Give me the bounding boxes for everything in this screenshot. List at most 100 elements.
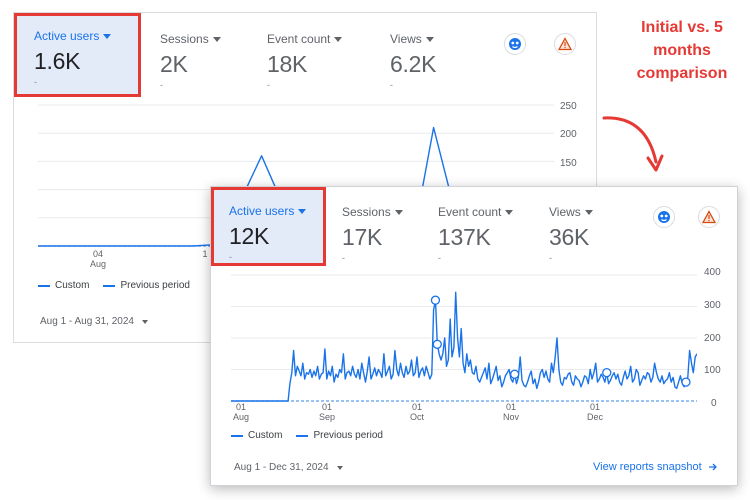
- metric-value: 12K: [229, 223, 270, 249]
- legend-swatch-solid: [38, 284, 50, 287]
- x-tick-day: 01: [235, 402, 246, 412]
- active-users-line-chart: [231, 274, 697, 402]
- chevron-down-icon: [425, 36, 434, 42]
- date-range-label: Aug 1 - Aug 31, 2024: [40, 316, 134, 327]
- anomaly-marker: [602, 368, 612, 378]
- anomaly-marker: [432, 339, 442, 349]
- legend-label: Previous period: [120, 280, 190, 291]
- warning-icon: [558, 37, 572, 51]
- metric-label: Event count: [438, 205, 502, 219]
- chevron-down-icon: [141, 319, 148, 324]
- legend-swatch-dashed: [296, 434, 309, 437]
- metric-value: 137K: [438, 224, 491, 250]
- metric-delta: -: [160, 80, 163, 90]
- y-tick-label: 200: [704, 333, 721, 344]
- x-tick-label: 01 Dec: [585, 402, 605, 422]
- legend-swatch-solid: [231, 434, 243, 437]
- chart-legend: Custom Previous period: [231, 430, 383, 441]
- anomaly-marker: [510, 369, 520, 379]
- x-tick-month: Sep: [318, 412, 335, 422]
- x-tick-month: Aug: [89, 259, 106, 269]
- date-range-label: Aug 1 - Dec 31, 2024: [234, 462, 329, 473]
- chevron-down-icon: [103, 33, 112, 39]
- y-tick-label: 300: [704, 300, 721, 311]
- metric-value: 2K: [160, 51, 188, 77]
- date-range-selector[interactable]: Aug 1 - Aug 31, 2024: [40, 316, 148, 327]
- arrow-right-icon: [708, 463, 717, 471]
- metric-event-count[interactable]: Event count 18K -: [267, 32, 343, 90]
- x-tick-day: 01: [505, 402, 516, 412]
- anomaly-marker: [681, 377, 691, 387]
- legend-item-previous: Previous period: [296, 430, 383, 441]
- insights-icon: [658, 211, 670, 223]
- x-tick-month: Aug: [232, 412, 249, 422]
- x-tick-day: 04: [92, 249, 103, 259]
- chevron-down-icon: [505, 209, 514, 215]
- metric-label: Active users: [34, 29, 100, 43]
- metric-delta: -: [549, 253, 552, 263]
- metric-value: 18K: [267, 51, 308, 77]
- annotation-arrow: [602, 116, 664, 172]
- warning-icon: [702, 210, 716, 224]
- metric-sessions[interactable]: Sessions 2K -: [160, 32, 221, 90]
- metric-value: 36K: [549, 224, 590, 250]
- metric-delta: -: [34, 77, 37, 87]
- legend-label: Previous period: [313, 430, 383, 441]
- chevron-down-icon: [584, 209, 593, 215]
- metric-label: Event count: [267, 32, 331, 46]
- metric-active-users[interactable]: Active users 1.6K -: [14, 13, 141, 97]
- metric-delta: -: [267, 80, 270, 90]
- x-tick-label: 04 Aug: [84, 249, 112, 269]
- data-quality-button[interactable]: [698, 206, 720, 228]
- metric-active-users[interactable]: Active users 12K -: [211, 187, 326, 266]
- view-reports-snapshot-link[interactable]: View reports snapshot: [593, 461, 718, 473]
- chevron-down-icon: [334, 36, 343, 42]
- insights-button[interactable]: [504, 33, 526, 55]
- x-tick-month: Oct: [409, 412, 424, 422]
- series-line-custom: [231, 291, 697, 402]
- chevron-down-icon: [212, 36, 221, 42]
- x-tick-label: 01 Aug: [231, 402, 251, 422]
- current-report-card: Active users 12K - Sessions 17K - Event …: [210, 186, 738, 486]
- x-tick-day: 1: [202, 249, 208, 259]
- metric-label: Views: [549, 205, 581, 219]
- metric-label: Active users: [229, 204, 295, 218]
- metric-delta: -: [342, 253, 345, 263]
- metric-views[interactable]: Views 6.2K -: [390, 32, 437, 90]
- x-tick-label: 1: [200, 249, 210, 259]
- chevron-down-icon: [394, 209, 403, 215]
- metric-value: 17K: [342, 224, 383, 250]
- x-tick-label: 01 Nov: [501, 402, 521, 422]
- insights-button[interactable]: [653, 206, 675, 228]
- metric-views[interactable]: Views 36K -: [549, 205, 593, 263]
- chevron-down-icon: [336, 465, 343, 470]
- metric-label: Sessions: [342, 205, 391, 219]
- y-tick-label: 400: [704, 267, 721, 278]
- y-tick-label: 200: [560, 129, 577, 140]
- x-tick-month: Nov: [502, 412, 519, 422]
- x-tick-day: 01: [589, 402, 600, 412]
- chart-legend: Custom Previous period: [38, 280, 190, 291]
- insights-icon: [509, 38, 521, 50]
- y-tick-label: 100: [704, 365, 721, 376]
- legend-item-current: Custom: [231, 430, 282, 441]
- metric-value: 6.2K: [390, 51, 437, 77]
- legend-swatch-dashed: [103, 284, 116, 287]
- anomaly-marker: [430, 295, 441, 305]
- metric-value: 1.6K: [34, 48, 81, 74]
- data-quality-button[interactable]: [554, 33, 576, 55]
- x-tick-day: 01: [321, 402, 332, 412]
- x-tick-day: 01: [411, 402, 422, 412]
- metric-event-count[interactable]: Event count 137K -: [438, 205, 514, 263]
- legend-label: Custom: [248, 430, 283, 441]
- date-range-selector[interactable]: Aug 1 - Dec 31, 2024: [234, 462, 343, 473]
- metric-sessions[interactable]: Sessions 17K -: [342, 205, 403, 263]
- y-tick-label: 150: [560, 158, 577, 169]
- y-tick-label: 0: [711, 398, 717, 409]
- metric-delta: -: [229, 252, 232, 262]
- metric-label: Sessions: [160, 32, 209, 46]
- legend-item-previous: Previous period: [103, 280, 190, 291]
- link-label: View reports snapshot: [593, 461, 702, 473]
- metric-delta: -: [390, 80, 393, 90]
- metric-delta: -: [438, 253, 441, 263]
